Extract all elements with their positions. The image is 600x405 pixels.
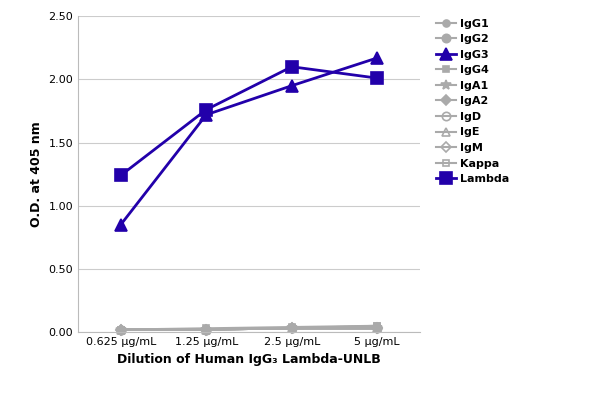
IgM <box>117 327 124 332</box>
IgE <box>203 327 210 332</box>
Y-axis label: O.D. at 405 nm: O.D. at 405 nm <box>30 121 43 227</box>
IgG2 <box>374 326 381 331</box>
IgA2 <box>374 326 381 331</box>
Lambda <box>203 107 210 112</box>
IgD <box>117 327 124 332</box>
IgG1 <box>203 327 210 332</box>
Line: Lambda: Lambda <box>115 61 383 181</box>
IgG2 <box>288 326 295 331</box>
Line: IgA2: IgA2 <box>117 325 381 333</box>
IgG2 <box>203 327 210 332</box>
IgE <box>374 326 381 331</box>
IgD <box>203 327 210 332</box>
Line: IgG4: IgG4 <box>117 322 381 333</box>
Line: IgE: IgE <box>116 324 382 334</box>
IgG4 <box>117 327 124 332</box>
IgA1 <box>117 327 124 332</box>
Legend: IgG1, IgG2, IgG3, IgG4, IgA1, IgA2, IgD, IgE, IgM, Kappa, Lambda: IgG1, IgG2, IgG3, IgG4, IgA1, IgA2, IgD,… <box>436 19 509 184</box>
IgE <box>288 326 295 331</box>
Kappa <box>203 327 210 332</box>
IgG4 <box>288 325 295 330</box>
IgG4 <box>203 326 210 331</box>
IgA1 <box>288 326 295 331</box>
IgD <box>288 326 295 331</box>
Line: IgG3: IgG3 <box>115 52 383 230</box>
X-axis label: Dilution of Human IgG₃ Lambda-UNLB: Dilution of Human IgG₃ Lambda-UNLB <box>117 352 381 366</box>
IgA1 <box>203 327 210 332</box>
IgD <box>374 326 381 331</box>
IgA2 <box>203 327 210 332</box>
Kappa <box>288 326 295 331</box>
IgG3 <box>374 55 381 60</box>
IgG2 <box>117 327 124 332</box>
Line: IgA1: IgA1 <box>116 324 382 335</box>
IgG1 <box>288 326 295 331</box>
IgM <box>203 327 210 332</box>
Kappa <box>374 323 381 328</box>
Kappa <box>117 327 124 332</box>
IgG4 <box>374 323 381 328</box>
IgA2 <box>288 326 295 331</box>
Line: IgG1: IgG1 <box>117 325 381 333</box>
Lambda <box>117 173 124 178</box>
IgA1 <box>374 326 381 331</box>
IgA2 <box>117 327 124 332</box>
IgG3 <box>203 112 210 117</box>
IgG3 <box>117 222 124 227</box>
IgE <box>117 327 124 332</box>
Line: IgM: IgM <box>117 325 381 333</box>
Lambda <box>374 76 381 81</box>
IgG1 <box>117 327 124 332</box>
IgM <box>288 326 295 331</box>
Line: IgG2: IgG2 <box>116 324 382 334</box>
Lambda <box>288 64 295 69</box>
Line: IgD: IgD <box>116 324 382 334</box>
IgG3 <box>288 83 295 88</box>
IgM <box>374 326 381 331</box>
IgG1 <box>374 326 381 331</box>
Line: Kappa: Kappa <box>117 322 381 333</box>
